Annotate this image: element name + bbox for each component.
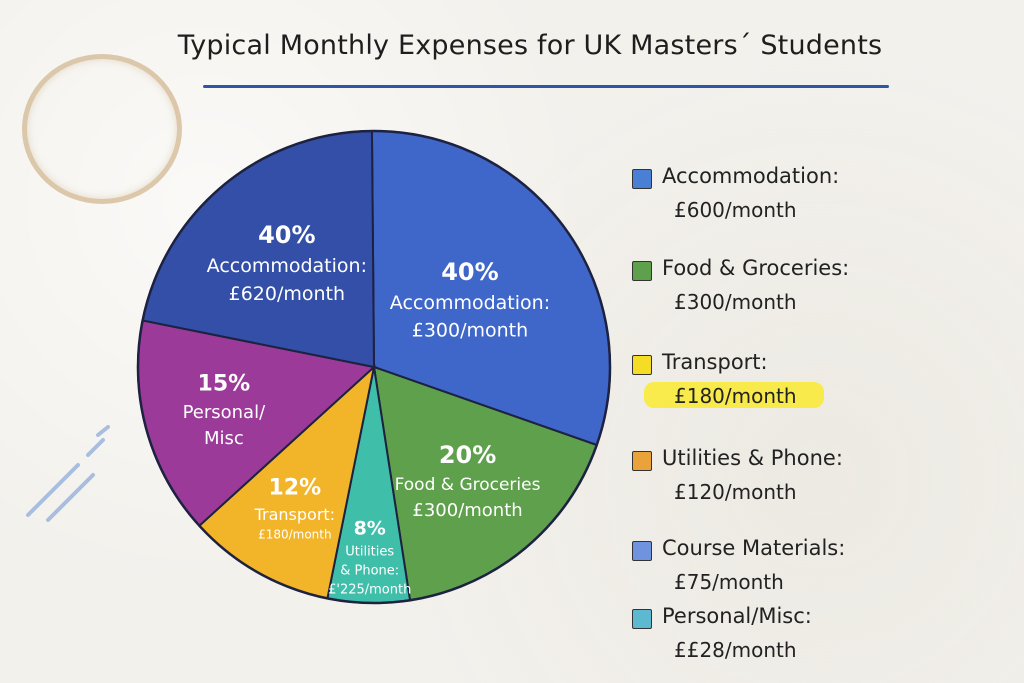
paint-dash-decoration: [26, 425, 110, 522]
legend-swatch: [632, 355, 652, 375]
legend-swatch: [632, 169, 652, 189]
slice-name-label: Transport:: [254, 505, 335, 524]
legend-label: Personal/Misc:: [662, 604, 812, 628]
slice-name-label: Accommodation:: [207, 255, 367, 277]
legend-swatch: [632, 541, 652, 561]
page-title: Typical Monthly Expenses for UK Masters´…: [177, 30, 883, 61]
pie-chart: 40% Accommodation: £300/month 20% Food & Gro…: [136, 129, 612, 605]
slice-pct-label: 12%: [268, 476, 321, 501]
slice-amount-label: £300/month: [412, 500, 522, 521]
slice-amount-label: £620/month: [229, 283, 345, 305]
slice-name-label: Personal/: [183, 402, 267, 423]
title-underline: [203, 85, 889, 88]
slice-amount-label: £300/month: [412, 320, 528, 342]
slice-pct-label: 8%: [354, 518, 386, 540]
legend-amount: £120/month: [674, 480, 797, 504]
legend-swatch: [632, 451, 652, 471]
legend-amount: £300/month: [674, 290, 797, 314]
legend-amount: ££28/month: [674, 638, 797, 662]
pie-slices: [136, 129, 612, 605]
legend-label: Course Materials:: [662, 536, 846, 560]
slice-amount-label: £180/month: [258, 528, 332, 542]
legend-amount: £600/month: [674, 198, 797, 222]
slice-pct-label: 40%: [258, 221, 315, 249]
slice-amount-label: £'225/month: [328, 582, 411, 597]
slice-name-label: Food & Groceries: [395, 475, 541, 495]
slice-name-label: Misc: [204, 428, 244, 449]
slice-name-label: & Phone:: [340, 563, 399, 578]
slice-name-label: Accommodation:: [390, 292, 550, 314]
pie-outline: [136, 129, 612, 605]
legend-label: Accommodation:: [662, 164, 840, 188]
coffee-stain-decoration: [22, 54, 182, 204]
pie-labels: 40% Accommodation: £300/month 20% Food & Gro…: [183, 221, 551, 597]
slice-pct-label: 20%: [439, 441, 496, 469]
legend-amount: £75/month: [674, 570, 784, 594]
slice-pct-label: 15%: [198, 372, 251, 397]
legend-label: Food & Groceries:: [662, 256, 850, 280]
highlighter-mark: [644, 382, 824, 408]
legend-amount: £180/month: [674, 384, 797, 408]
legend-label: Utilities & Phone:: [662, 446, 843, 470]
slice-pct-label: 40%: [441, 258, 498, 286]
legend-swatch: [632, 261, 652, 281]
legend-label: Transport:: [662, 350, 768, 374]
slice-name-label: Utilities: [345, 545, 394, 560]
legend-swatch: [632, 609, 652, 629]
